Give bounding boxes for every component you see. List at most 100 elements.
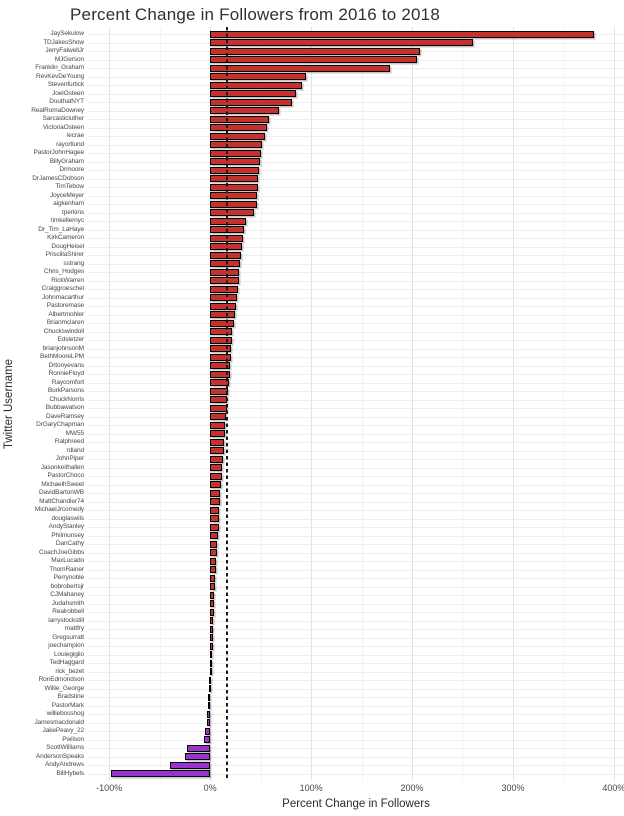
bar: [210, 124, 267, 132]
y-tick-label: joechampion: [48, 642, 84, 649]
bar: [210, 608, 214, 616]
bar: [210, 430, 225, 438]
y-tick-label: RonnieFloyd: [48, 370, 85, 377]
bar: [210, 523, 219, 531]
row-gridline: [88, 731, 624, 733]
row-gridline: [88, 306, 624, 308]
y-tick-label: ChuckNorris: [49, 395, 84, 403]
y-tick-label: DrJamesCDobson: [32, 174, 84, 182]
y-tick-label: Perrynoble: [53, 574, 85, 581]
y-tick-label: larrystockstill: [48, 616, 84, 624]
y-tick-label: Drtonyevans: [48, 361, 84, 369]
gridline-major: [109, 27, 111, 781]
y-tick-label: ThomRainer: [49, 565, 84, 573]
x-axis-ticks: -100% 0% 100% 200% 300% 400%: [88, 783, 624, 796]
y-tick-label: rayortlund: [56, 140, 84, 148]
bar: [210, 260, 240, 268]
row-gridline: [88, 765, 624, 767]
bar: [210, 549, 217, 557]
bar: [210, 455, 224, 463]
y-tick-label: TimTebow: [55, 183, 84, 190]
y-tick-label: williebosshog: [46, 710, 84, 717]
row-gridline: [88, 612, 624, 614]
x-tick-label: 100%: [299, 783, 323, 793]
bar: [210, 64, 390, 72]
row-gridline: [88, 493, 624, 495]
gridline-minor: [462, 27, 464, 781]
bar: [210, 277, 239, 285]
x-tick-label: 300%: [501, 783, 525, 793]
bar: [210, 642, 213, 650]
row-gridline: [88, 663, 624, 665]
y-tick-label: Stevenfurtick: [47, 81, 84, 88]
bar: [210, 115, 269, 123]
bar: [210, 302, 236, 310]
chart-title: Percent Change in Followers from 2016 to…: [70, 5, 440, 24]
row-gridline: [88, 578, 624, 580]
row-gridline: [88, 748, 624, 750]
y-tick-label: RealRomaDowney: [31, 106, 84, 114]
y-axis-labels: JaySekulow TDJakesShow JerryFalwellJr MJGer…: [0, 27, 84, 781]
bar: [210, 481, 222, 489]
row-gridline: [88, 476, 624, 478]
row-gridline: [88, 289, 624, 291]
bar: [210, 566, 216, 574]
y-tick-label: PastorJohnHagee: [33, 149, 84, 156]
bar: [210, 625, 214, 633]
y-tick-label: Pastoremase: [46, 302, 84, 309]
bar: [210, 574, 216, 582]
bar: [210, 617, 214, 625]
row-gridline: [88, 527, 624, 529]
bar: [206, 719, 211, 727]
gridline-major: [311, 27, 313, 781]
bar: [210, 583, 216, 591]
row-gridline: [88, 705, 624, 707]
row-gridline: [88, 161, 624, 163]
bar: [210, 651, 213, 659]
row-gridline: [88, 119, 624, 121]
bar: [210, 634, 213, 642]
row-gridline: [88, 561, 624, 563]
row-gridline: [88, 739, 624, 741]
row-gridline: [88, 680, 624, 682]
y-tick-label: Willie_George: [44, 684, 84, 692]
row-gridline: [88, 127, 624, 129]
x-tick-label: 200%: [400, 783, 424, 793]
bar: [208, 685, 211, 693]
row-gridline: [88, 646, 624, 648]
gridline-major: [412, 27, 414, 781]
bar: [169, 761, 211, 769]
bar: [210, 591, 215, 599]
bar: [207, 710, 211, 718]
row-gridline: [88, 459, 624, 461]
bar: [210, 404, 227, 412]
y-tick-label: Franklin_Graham: [35, 64, 84, 71]
y-tick-label: DavidBartonWB: [39, 489, 84, 496]
bar: [210, 183, 258, 191]
bar: [184, 753, 211, 761]
row-gridline: [88, 170, 624, 172]
bar: [210, 166, 259, 174]
bar: [210, 370, 230, 378]
y-tick-label: mattfry: [64, 625, 84, 632]
row-gridline: [88, 433, 624, 435]
row-gridline: [88, 510, 624, 512]
bar: [210, 98, 292, 106]
row-gridline: [88, 552, 624, 554]
bar: [210, 532, 218, 540]
bar: [210, 81, 302, 89]
row-gridline: [88, 595, 624, 597]
bar: [210, 132, 265, 140]
y-tick-label: Albertmohler: [48, 310, 84, 318]
row-gridline: [88, 671, 624, 673]
bar: [210, 336, 232, 344]
bar: [210, 39, 473, 47]
gridline-major: [613, 27, 615, 781]
y-tick-label: JerryFalwellJr: [45, 47, 84, 54]
y-tick-label: AndersonSpeaks: [35, 752, 84, 760]
y-tick-label: MW55: [65, 429, 84, 437]
y-tick-label: VictoriaOsteen: [42, 123, 84, 131]
bar: [210, 379, 230, 387]
y-tick-label: JoyceMeyer: [49, 191, 84, 199]
